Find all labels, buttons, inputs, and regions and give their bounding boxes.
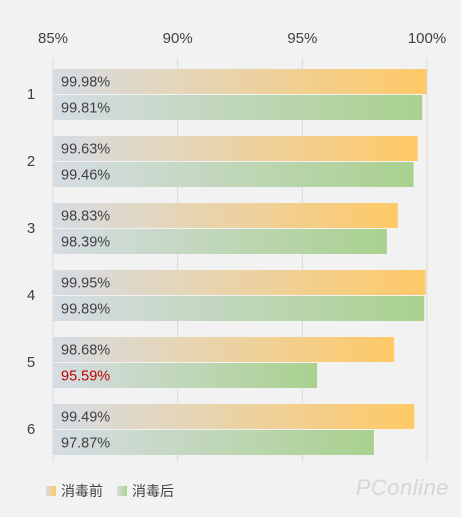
bar xyxy=(53,229,387,254)
bar xyxy=(53,136,418,161)
x-tick-label: 100% xyxy=(408,30,446,47)
legend: 消毒前 消毒后 xyxy=(46,481,188,501)
category-label: 1 xyxy=(27,86,35,103)
category-label: 5 xyxy=(27,354,35,371)
category-label: 2 xyxy=(27,153,35,170)
category-label: 6 xyxy=(27,421,35,438)
category-label: 4 xyxy=(27,287,35,304)
data-label: 97.87% xyxy=(61,436,110,452)
data-label: 99.63% xyxy=(61,142,110,158)
data-label: 99.81% xyxy=(61,101,110,117)
bar xyxy=(53,363,318,388)
bar xyxy=(53,203,398,228)
bar xyxy=(53,430,374,455)
bar xyxy=(53,95,423,120)
bar xyxy=(53,404,415,429)
data-label: 95.59% xyxy=(61,369,110,385)
data-label: 98.39% xyxy=(61,235,110,251)
legend-item-before: 消毒前 xyxy=(46,481,103,501)
data-label: 99.46% xyxy=(61,168,110,184)
bar xyxy=(53,162,414,187)
legend-swatch-after xyxy=(117,486,127,496)
data-label: 99.49% xyxy=(61,410,110,426)
legend-label-after: 消毒后 xyxy=(132,483,174,499)
legend-swatch-before xyxy=(46,486,56,496)
data-label: 99.98% xyxy=(61,75,110,91)
legend-label-before: 消毒前 xyxy=(61,483,103,499)
category-label: 3 xyxy=(27,220,35,237)
bar xyxy=(53,296,425,321)
bar xyxy=(53,270,426,295)
bar xyxy=(53,69,427,94)
legend-item-after: 消毒后 xyxy=(117,481,174,501)
watermark-logo: PConline xyxy=(355,475,449,500)
bar xyxy=(53,337,395,362)
data-label: 99.89% xyxy=(61,302,110,318)
x-tick-label: 85% xyxy=(38,30,68,47)
data-label: 99.95% xyxy=(61,276,110,292)
data-label: 98.68% xyxy=(61,343,110,359)
x-tick-label: 95% xyxy=(287,30,317,47)
data-label: 98.83% xyxy=(61,209,110,225)
x-tick-label: 90% xyxy=(163,30,193,47)
